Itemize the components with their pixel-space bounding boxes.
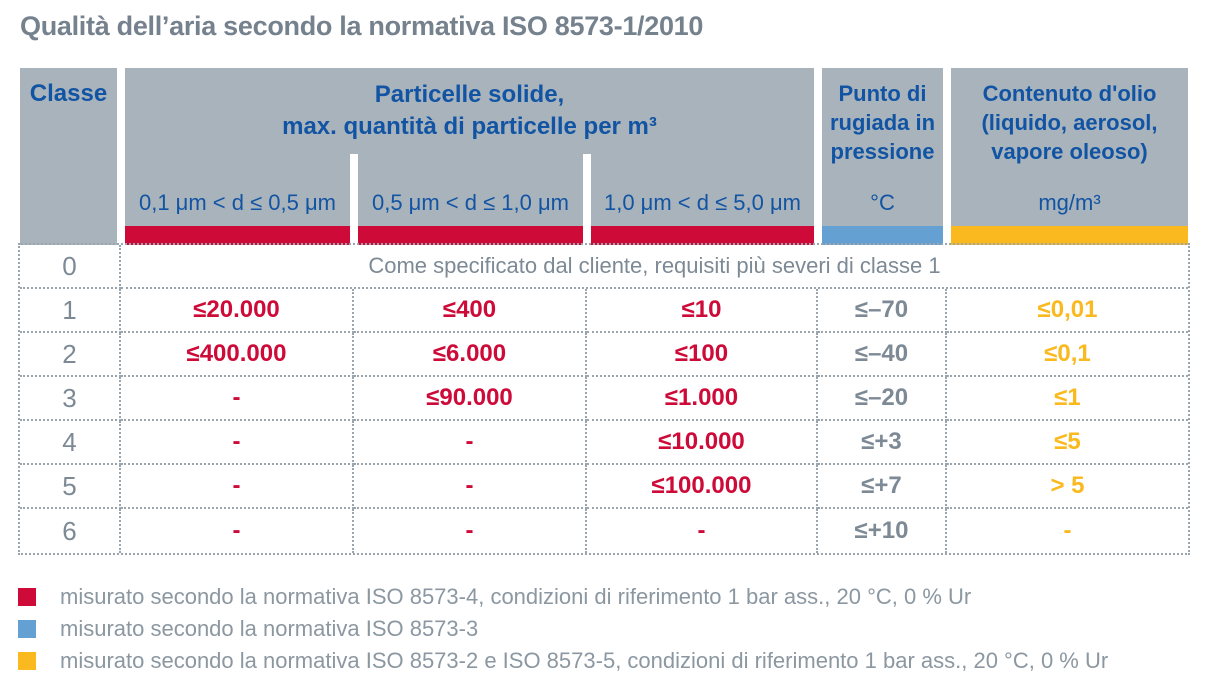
header-particles-group: Particelle solide, max. quantità di part…: [125, 68, 814, 154]
oil-cell: > 5: [947, 465, 1188, 509]
particle-cell: ≤100.000: [587, 465, 818, 509]
oil-cell: ≤5: [947, 421, 1188, 465]
particle-range-3-label: 1,0 μm < d ≤ 5,0 μm: [603, 190, 801, 215]
class-cell: 2: [20, 333, 121, 377]
table-body: 0 Come specificato dal cliente, requisit…: [18, 243, 1190, 555]
page-title: Qualità dell’aria secondo la normativa I…: [20, 11, 704, 41]
particle-cell: -: [354, 465, 587, 509]
legend-label-yellow: misurato secondo la normativa ISO 8573-2…: [60, 648, 1109, 673]
class-cell: 6: [20, 509, 121, 553]
particle-cell: ≤90.000: [354, 377, 587, 421]
oil-content-unit: mg/m³: [1038, 190, 1101, 215]
oil-content-label: Contenuto d'olio (liquido, aerosol, vapo…: [981, 81, 1158, 165]
oil-cell: ≤0,1: [947, 333, 1188, 377]
legend: misurato secondo la normativa ISO 8573-4…: [18, 584, 1108, 684]
dew-point-cell: ≤–20: [818, 377, 947, 421]
particle-cell: ≤6.000: [354, 333, 587, 377]
oil-cell: ≤0,01: [947, 289, 1188, 333]
blue-swatch-icon: [18, 620, 36, 638]
class-cell: 0: [20, 245, 121, 289]
particles-group-line2: max. quantità di particelle per m³: [282, 112, 657, 140]
particle-cell: -: [354, 509, 587, 553]
particle-cell: ≤10: [587, 289, 818, 333]
header-particle-range-3: 1,0 μm < d ≤ 5,0 μm: [591, 154, 814, 245]
table-header: Classe Particelle solide, max. quantità …: [18, 66, 1190, 245]
legend-item-yellow: misurato secondo la normativa ISO 8573-2…: [18, 648, 1108, 673]
particle-cell: -: [121, 509, 354, 553]
dew-point-cell: ≤–70: [818, 289, 947, 333]
header-classe: Classe: [20, 68, 117, 245]
header-dew-point: Punto di rugiada in pressione °C: [822, 68, 943, 245]
header-particle-range-2: 0,5 μm < d ≤ 1,0 μm: [358, 154, 583, 245]
particle-cell: ≤20.000: [121, 289, 354, 333]
header-oil-content: Contenuto d'olio (liquido, aerosol, vapo…: [951, 68, 1188, 245]
header-particle-range-1: 0,1 μm < d ≤ 0,5 μm: [125, 154, 350, 245]
particle-cell: ≤400: [354, 289, 587, 333]
legend-item-blue: misurato secondo la normativa ISO 8573-3: [18, 616, 1108, 641]
particles-group-line1: Particelle solide,: [374, 81, 565, 108]
class-cell: 1: [20, 289, 121, 333]
oil-cell: -: [1063, 517, 1072, 544]
class-cell: 5: [20, 465, 121, 509]
red-color-bar: [125, 226, 350, 245]
dew-point-label: Punto di rugiada in pressione: [829, 81, 936, 165]
class-cell: 3: [20, 377, 121, 421]
particle-cell: -: [587, 509, 818, 553]
dew-point-cell: ≤+7: [818, 465, 947, 509]
particle-cell: -: [121, 377, 354, 421]
red-color-bar: [358, 226, 583, 245]
particle-cell: ≤1.000: [587, 377, 818, 421]
red-color-bar: [591, 226, 814, 245]
legend-label-blue: misurato secondo la normativa ISO 8573-3: [60, 616, 479, 641]
oil-cell: ≤1: [947, 377, 1188, 421]
red-swatch-icon: [18, 588, 36, 606]
dew-point-cell: ≤+3: [818, 421, 947, 465]
particle-range-2-label: 0,5 μm < d ≤ 1,0 μm: [371, 190, 569, 215]
blue-color-bar: [822, 226, 943, 245]
class0-note-cell: Come specificato dal cliente, requisiti …: [121, 245, 1188, 289]
legend-label-red: misurato secondo la normativa ISO 8573-4…: [60, 584, 972, 609]
class-cell: 4: [20, 421, 121, 465]
yellow-swatch-icon: [18, 652, 36, 670]
legend-item-red: misurato secondo la normativa ISO 8573-4…: [18, 584, 1108, 609]
particle-cell: ≤400.000: [121, 333, 354, 377]
dew-point-cell: ≤–40: [818, 333, 947, 377]
dew-point-cell: ≤+10: [818, 509, 947, 553]
particle-range-1-label: 0,1 μm < d ≤ 0,5 μm: [138, 190, 336, 215]
dew-point-unit: °C: [870, 190, 895, 215]
particle-cell: ≤100: [587, 333, 818, 377]
particle-cell: -: [121, 465, 354, 509]
yellow-color-bar: [951, 226, 1188, 245]
particle-cell: -: [354, 421, 587, 465]
particle-cell: ≤10.000: [587, 421, 818, 465]
particle-cell: -: [121, 421, 354, 465]
